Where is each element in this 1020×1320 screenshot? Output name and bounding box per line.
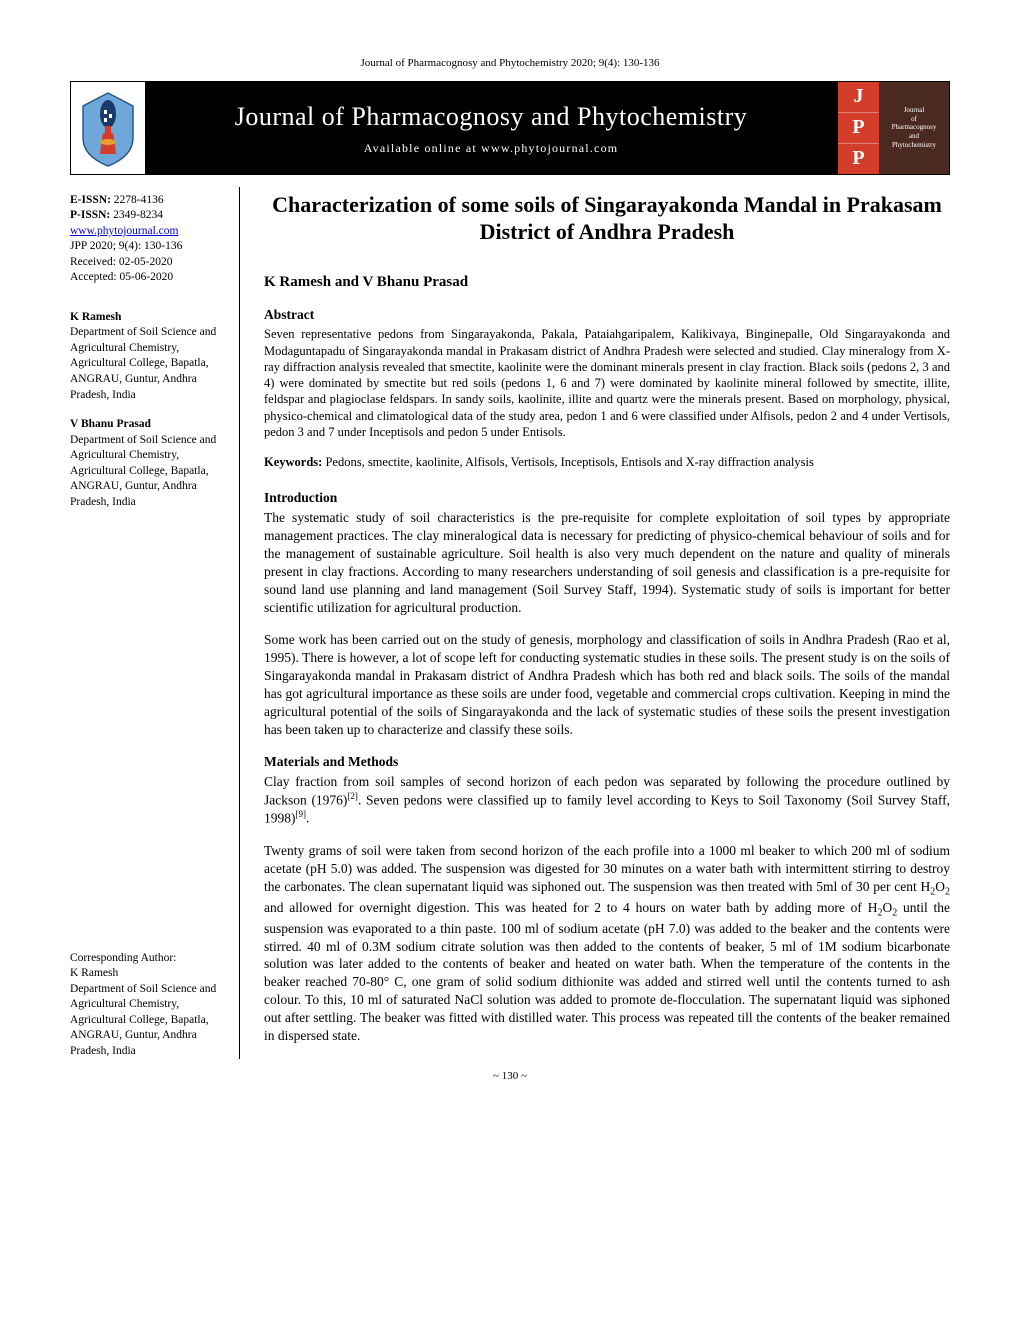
corr-label: Corresponding Author:	[70, 951, 221, 967]
cover-line: Phytochemistry	[892, 141, 936, 150]
article-authors: K Ramesh and V Bhanu Prasad	[264, 272, 950, 292]
keywords-text: Pedons, smectite, kaolinite, Alfisols, V…	[325, 455, 813, 469]
banner-center: Journal of Pharmacognosy and Phytochemis…	[145, 82, 837, 174]
sidebar: E-ISSN: 2278-4136 P-ISSN: 2349-8234 www.…	[70, 187, 240, 1059]
pissn-label: P-ISSN:	[70, 209, 110, 221]
journal-logo-icon	[71, 82, 145, 174]
introduction-p1: The systematic study of soil characteris…	[264, 509, 950, 617]
journal-subtitle: Available online at www.phytojournal.com	[364, 140, 619, 156]
banner-jp-badge: J P P	[837, 82, 879, 174]
author-affiliation: Department of Soil Science and Agricultu…	[70, 325, 221, 403]
sidebar-author-1: K Ramesh Department of Soil Science and …	[70, 310, 221, 403]
abstract-heading: Abstract	[264, 306, 950, 324]
cover-line: and	[909, 132, 919, 141]
eissn-label: E-ISSN:	[70, 194, 111, 206]
main-columns: E-ISSN: 2278-4136 P-ISSN: 2349-8234 www.…	[70, 187, 950, 1059]
journal-title: Journal of Pharmacognosy and Phytochemis…	[235, 99, 748, 134]
introduction-heading: Introduction	[264, 489, 950, 507]
pissn-value: 2349-8234	[113, 209, 163, 221]
author-affiliation: Department of Soil Science and Agricultu…	[70, 433, 221, 511]
sidebar-author-2: V Bhanu Prasad Department of Soil Scienc…	[70, 417, 221, 510]
methods-heading: Materials and Methods	[264, 753, 950, 771]
methods-text: O	[882, 900, 892, 915]
citation-ref: [9]	[296, 809, 307, 819]
author-name: K Ramesh	[70, 310, 221, 326]
eissn-value: 2278-4136	[114, 194, 164, 206]
corr-name: K Ramesh	[70, 966, 221, 982]
citation-ref: [2]	[347, 791, 358, 801]
cover-line: of	[911, 115, 917, 124]
jp-letter: P	[838, 113, 879, 144]
author-name: V Bhanu Prasad	[70, 417, 221, 433]
jp-letter: J	[838, 82, 879, 113]
issn-block: E-ISSN: 2278-4136 P-ISSN: 2349-8234 www.…	[70, 193, 221, 286]
methods-text: and allowed for overnight digestion. Thi…	[264, 900, 877, 915]
journal-link[interactable]: www.phytojournal.com	[70, 225, 179, 237]
journal-banner: Journal of Pharmacognosy and Phytochemis…	[70, 81, 950, 175]
keywords: Keywords: Pedons, smectite, kaolinite, A…	[264, 454, 950, 471]
top-citation: Journal of Pharmacognosy and Phytochemis…	[70, 56, 950, 71]
methods-text: . Seven pedons were classified up to fam…	[264, 792, 950, 825]
page-number: ~ 130 ~	[70, 1069, 950, 1084]
jpp-citation: JPP 2020; 9(4): 130-136	[70, 239, 221, 255]
article-title: Characterization of some soils of Singar…	[264, 191, 950, 246]
accepted-date: Accepted: 05-06-2020	[70, 270, 221, 286]
methods-p1: Clay fraction from soil samples of secon…	[264, 773, 950, 828]
article-content: Characterization of some soils of Singar…	[264, 187, 950, 1059]
cover-line: Journal	[904, 106, 925, 115]
introduction-p2: Some work has been carried out on the st…	[264, 631, 950, 739]
banner-cover-thumb: Journal of Pharmacognosy and Phytochemis…	[879, 82, 949, 174]
methods-text: Twenty grams of soil were taken from sec…	[264, 843, 950, 894]
received-date: Received: 02-05-2020	[70, 255, 221, 271]
corresponding-author: Corresponding Author: K Ramesh Departmen…	[70, 531, 221, 1060]
methods-text: .	[306, 811, 309, 826]
jp-letter: P	[838, 144, 879, 174]
keywords-label: Keywords:	[264, 455, 322, 469]
methods-text: O	[935, 879, 945, 894]
corr-affiliation: Department of Soil Science and Agricultu…	[70, 982, 221, 1060]
cover-line: Pharmacognosy	[892, 123, 937, 132]
methods-text: until the suspension was evaporated to a…	[264, 900, 950, 1044]
subscript: 2	[945, 886, 950, 897]
abstract-text: Seven representative pedons from Singara…	[264, 326, 950, 440]
methods-p2: Twenty grams of soil were taken from sec…	[264, 842, 950, 1046]
